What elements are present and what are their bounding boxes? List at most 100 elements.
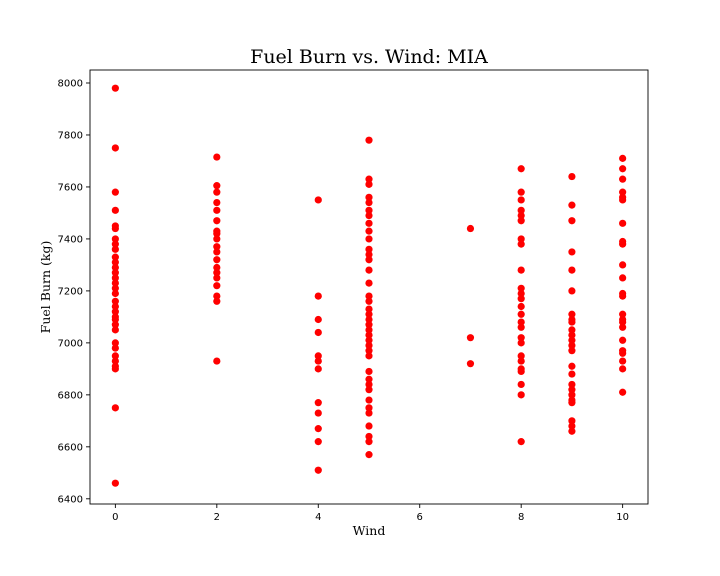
data-point — [111, 339, 119, 347]
data-point — [365, 331, 373, 339]
y-tick-label: 7400 — [58, 234, 83, 245]
data-point — [314, 399, 322, 407]
data-point — [517, 235, 525, 243]
data-point — [517, 438, 525, 446]
data-point — [517, 318, 525, 326]
data-point — [365, 310, 373, 318]
data-point — [517, 352, 525, 360]
data-point — [619, 336, 627, 344]
data-point — [619, 165, 627, 173]
y-tick-label: 7800 — [58, 130, 83, 141]
data-point — [568, 341, 576, 350]
data-point — [517, 284, 525, 292]
data-point — [213, 292, 221, 300]
data-point — [314, 466, 322, 474]
data-point — [365, 321, 373, 329]
data-point — [517, 391, 525, 399]
data-point — [365, 211, 373, 220]
data-point — [213, 153, 221, 161]
data-point — [111, 344, 119, 352]
data-point — [568, 336, 576, 344]
y-axis-label: Fuel Burn (kg) — [38, 241, 53, 334]
data-point — [517, 357, 525, 365]
data-point — [111, 279, 119, 287]
data-point — [619, 154, 627, 162]
y-tick-label: 8000 — [58, 78, 83, 89]
data-point — [365, 198, 373, 207]
data-point — [365, 438, 373, 446]
data-point — [111, 404, 119, 412]
data-point — [517, 165, 525, 173]
data-point — [619, 274, 627, 282]
data-point — [213, 256, 221, 264]
data-points — [111, 84, 627, 487]
data-point — [517, 323, 525, 331]
data-point — [314, 365, 322, 373]
data-point — [111, 245, 119, 253]
data-point — [568, 248, 576, 256]
data-point — [568, 287, 576, 295]
data-point — [365, 266, 373, 274]
data-point — [314, 438, 322, 446]
data-point — [111, 144, 119, 152]
data-point — [568, 201, 576, 209]
data-point — [568, 422, 576, 430]
data-point — [111, 289, 119, 298]
data-point — [619, 175, 627, 183]
data-point — [111, 302, 119, 311]
data-point — [365, 347, 373, 355]
data-point — [213, 230, 221, 238]
chart-title: Fuel Burn vs. Wind: MIA — [250, 46, 488, 68]
y-tick-label: 7000 — [58, 338, 83, 349]
data-point — [568, 331, 576, 339]
data-point — [619, 310, 627, 318]
data-point — [568, 172, 576, 181]
data-point — [619, 292, 627, 300]
y-tick-label: 7200 — [58, 286, 83, 297]
data-point — [365, 256, 373, 264]
data-point — [517, 240, 525, 248]
data-point — [365, 432, 373, 441]
data-point — [213, 217, 221, 225]
data-point — [466, 360, 475, 368]
x-tick-label: 4 — [315, 512, 321, 523]
data-point — [517, 295, 525, 303]
data-point — [111, 258, 119, 266]
y-tick-label: 7600 — [58, 182, 83, 193]
data-point — [619, 219, 627, 227]
data-point — [213, 198, 221, 207]
data-point — [314, 409, 322, 417]
data-point — [111, 479, 119, 487]
data-point — [213, 269, 221, 277]
data-point — [365, 305, 373, 313]
data-point — [213, 297, 221, 305]
data-point — [111, 269, 119, 277]
data-point — [111, 188, 119, 196]
data-point — [213, 206, 221, 214]
plot-frame — [89, 69, 649, 505]
y-axis: 6400 6600 6800 7000 7200 7400 7600 7800 8000 — [58, 78, 90, 505]
data-point — [568, 427, 576, 435]
y-tick-label: 6400 — [58, 494, 83, 505]
data-point — [365, 375, 373, 383]
x-tick-label: 6 — [417, 512, 423, 523]
data-point — [365, 422, 373, 430]
y-tick-label: 6600 — [58, 442, 83, 453]
data-point — [517, 206, 525, 214]
data-point — [365, 245, 373, 253]
data-point — [517, 196, 525, 204]
data-point — [619, 196, 627, 204]
data-point — [314, 196, 322, 204]
data-point — [111, 284, 119, 292]
y-tick-label: 6800 — [58, 390, 83, 401]
data-point — [111, 357, 119, 365]
data-point — [517, 339, 525, 347]
data-point — [111, 206, 119, 214]
data-point — [517, 217, 525, 225]
data-point — [213, 274, 221, 282]
data-point — [314, 328, 322, 337]
data-point — [314, 357, 322, 365]
data-point — [213, 182, 221, 190]
data-point — [568, 370, 576, 378]
